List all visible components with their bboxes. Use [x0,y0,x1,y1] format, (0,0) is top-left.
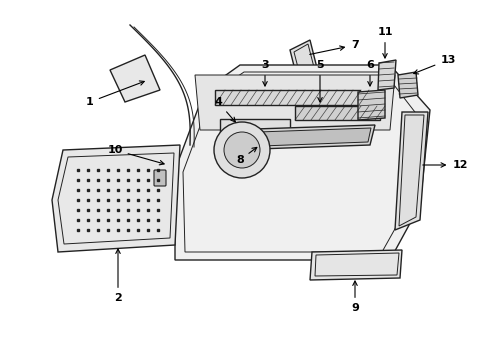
Text: 13: 13 [414,55,456,74]
Polygon shape [215,90,360,105]
Circle shape [224,132,260,168]
Polygon shape [295,106,380,120]
Polygon shape [378,60,396,90]
Polygon shape [220,119,290,132]
Polygon shape [310,250,402,280]
Text: 12: 12 [423,160,468,170]
Polygon shape [230,128,371,147]
Text: 9: 9 [351,281,359,313]
Text: 3: 3 [261,60,269,86]
Polygon shape [290,40,320,90]
Circle shape [214,122,270,178]
Polygon shape [175,65,430,260]
Text: 6: 6 [366,60,374,86]
Polygon shape [358,90,385,120]
Polygon shape [110,55,160,102]
Text: 10: 10 [107,145,164,165]
Polygon shape [395,112,428,230]
Text: 1: 1 [86,81,144,107]
FancyBboxPatch shape [154,170,166,186]
Polygon shape [195,75,395,130]
Text: 8: 8 [236,147,257,165]
Text: 4: 4 [214,97,235,122]
Text: 11: 11 [377,27,393,58]
Text: 2: 2 [114,249,122,303]
Text: 5: 5 [316,60,324,102]
Polygon shape [225,125,375,150]
Polygon shape [398,72,418,98]
Polygon shape [52,145,180,252]
Text: 7: 7 [310,40,359,54]
